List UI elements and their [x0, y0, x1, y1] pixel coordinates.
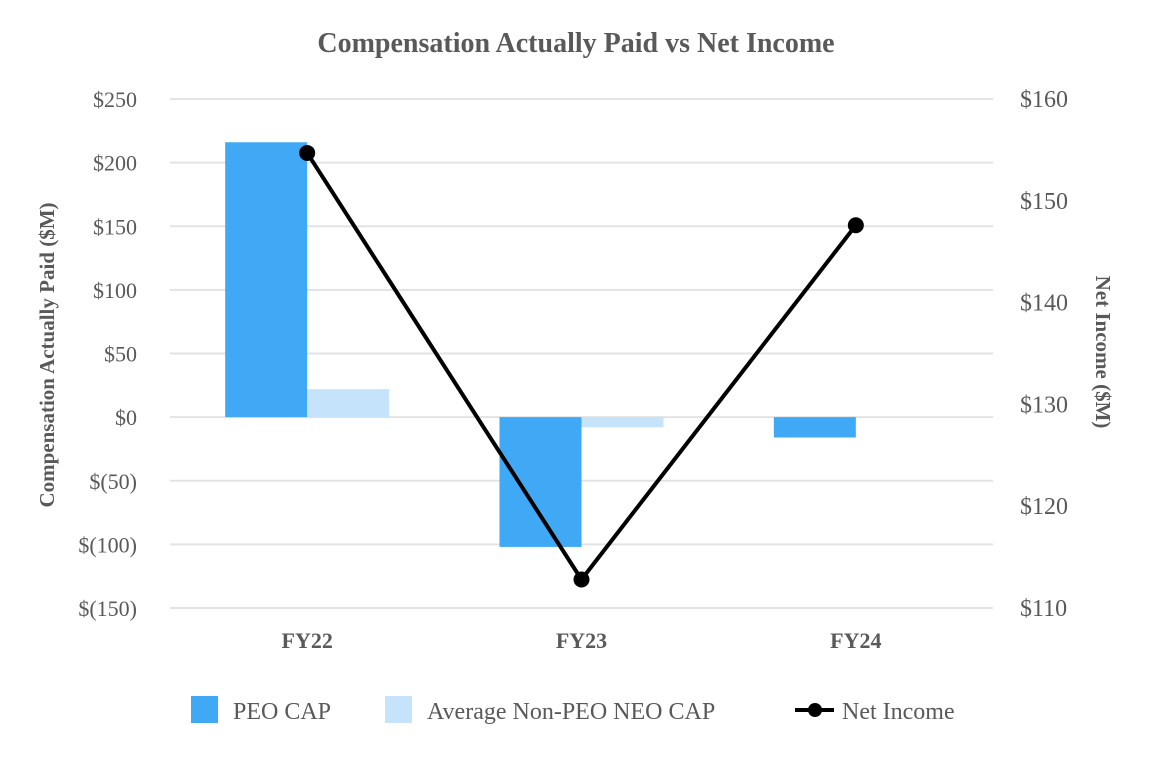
- legend-label-peo-cap: PEO CAP: [233, 699, 331, 725]
- right-axis-title: Net Income ($M): [1091, 276, 1115, 429]
- legend-swatch-average-non-peo-neo-cap: [385, 696, 412, 723]
- right-tick-label: $150: [1020, 189, 1068, 215]
- bar-peo-cap-fy24: [773, 417, 856, 438]
- net-income-point: [573, 571, 590, 588]
- left-tick-label: $100: [93, 278, 137, 303]
- category-labels: FY22 FY23 FY24: [282, 628, 882, 653]
- right-tick-label: $160: [1020, 87, 1068, 113]
- legend-swatch-peo-cap: [191, 696, 218, 723]
- net-income-point: [847, 217, 864, 234]
- left-tick-label: $200: [93, 151, 137, 176]
- left-tick-label: $250: [93, 87, 137, 112]
- chart-title: Compensation Actually Paid vs Net Income: [317, 28, 834, 59]
- right-tick-label: $120: [1020, 494, 1068, 520]
- category-label: FY23: [556, 628, 607, 653]
- left-tick-label: $0: [115, 405, 137, 430]
- left-axis-title: Compensation Actually Paid ($M): [35, 202, 59, 507]
- right-tick-label: $110: [1020, 596, 1067, 622]
- bar-peo-cap-fy22: [225, 142, 308, 418]
- bar-average-non-peo-neo-cap-fy22: [307, 389, 390, 418]
- net-income-point: [299, 144, 316, 161]
- left-tick-label: $50: [104, 342, 137, 367]
- left-axis-ticks: $250 $200 $150 $100 $50 $0 $(50) $(100) $(150): [78, 87, 137, 621]
- bars-layer: [225, 142, 856, 547]
- right-tick-label: $130: [1020, 392, 1068, 418]
- legend-label-average-non-peo-neo-cap: Average Non-PEO NEO CAP: [427, 699, 715, 725]
- legend-label-net-income: Net Income: [842, 699, 955, 725]
- left-tick-label: $150: [93, 214, 137, 239]
- category-label: FY22: [282, 628, 333, 653]
- left-tick-label: $(50): [89, 469, 137, 494]
- left-tick-label: $(150): [78, 596, 137, 621]
- legend: PEO CAP Average Non-PEO NEO CAP Net Income: [191, 696, 955, 725]
- bar-peo-cap-fy23: [499, 417, 582, 547]
- right-tick-label: $140: [1020, 291, 1068, 317]
- left-tick-label: $(100): [78, 532, 137, 557]
- right-axis-ticks: $160 $150 $140 $130 $120 $110: [1020, 87, 1068, 622]
- bar-average-non-peo-neo-cap-fy23: [581, 417, 664, 428]
- legend-marker-net-income: [808, 703, 822, 717]
- category-label: FY24: [830, 628, 881, 653]
- line-layer: [299, 144, 864, 588]
